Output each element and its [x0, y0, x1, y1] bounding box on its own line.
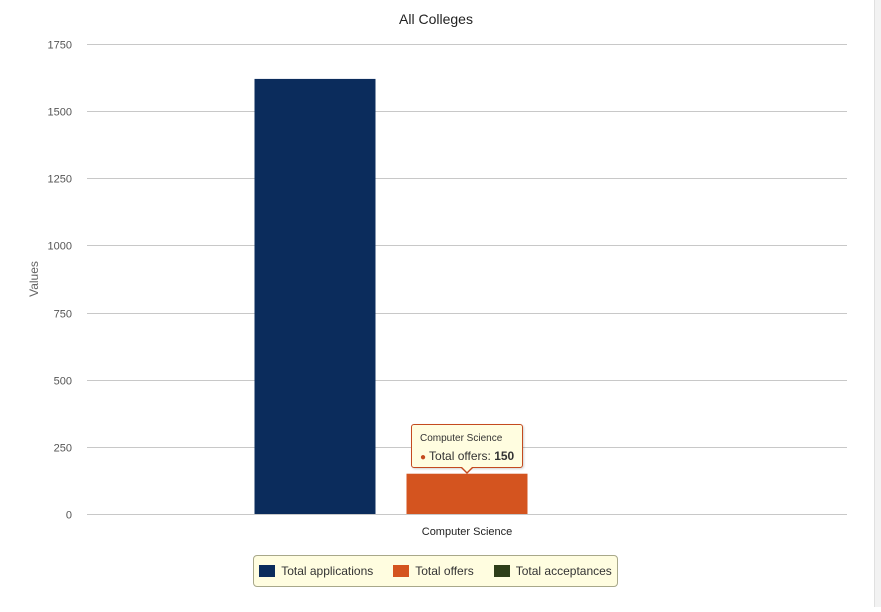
- y-axis-label: Values: [27, 261, 41, 297]
- chart-title: All Colleges: [399, 11, 473, 27]
- gridlines: [87, 44, 847, 515]
- legend-item-total-applications[interactable]: Total applications: [259, 564, 373, 578]
- bars: [254, 78, 528, 515]
- y-tick-label: 1500: [48, 107, 72, 119]
- chart-tooltip: Computer Science ● Total offers: 150: [411, 424, 523, 474]
- chart-legend: Total applications Total offers Total ac…: [253, 555, 618, 587]
- legend-swatch-total-acceptances: [493, 565, 510, 577]
- bar-total-applications[interactable]: [254, 78, 376, 515]
- tooltip-series-name: Total offers: [429, 449, 488, 463]
- y-tick-label: 750: [54, 309, 72, 321]
- tooltip-value: 150: [494, 449, 515, 463]
- legend-swatch-total-applications: [259, 565, 276, 577]
- tooltip-pointer-fill: [461, 466, 473, 472]
- bar-total-offers[interactable]: [406, 473, 528, 514]
- tooltip-category: Computer Science: [420, 433, 503, 444]
- y-tick-label: 1250: [48, 174, 72, 186]
- x-tick-label: Computer Science: [422, 526, 513, 538]
- y-tick-label: 1750: [48, 40, 72, 52]
- y-tick-label: 250: [54, 443, 72, 455]
- legend-swatch-total-offers: [393, 565, 410, 577]
- legend-label-total-applications: Total applications: [281, 564, 374, 578]
- scrollbar-edge[interactable]: [874, 0, 881, 607]
- tooltip-series-dot-icon: ●: [420, 452, 427, 463]
- legend-label-total-acceptances: Total acceptances: [515, 564, 612, 578]
- y-tick-label: 500: [54, 376, 72, 388]
- y-tick-label: 0: [66, 510, 72, 522]
- tooltip-row: ● Total offers: 150: [420, 449, 515, 463]
- y-tick-label: 1000: [48, 241, 72, 253]
- legend-label-total-offers: Total offers: [415, 564, 474, 578]
- x-tick-labels: Computer Science: [422, 526, 513, 538]
- y-tick-labels: 0 250 500 750 1000 1250 1500 1750: [48, 40, 72, 522]
- legend-item-total-acceptances[interactable]: Total acceptances: [493, 564, 612, 578]
- legend-item-total-offers[interactable]: Total offers: [393, 564, 474, 578]
